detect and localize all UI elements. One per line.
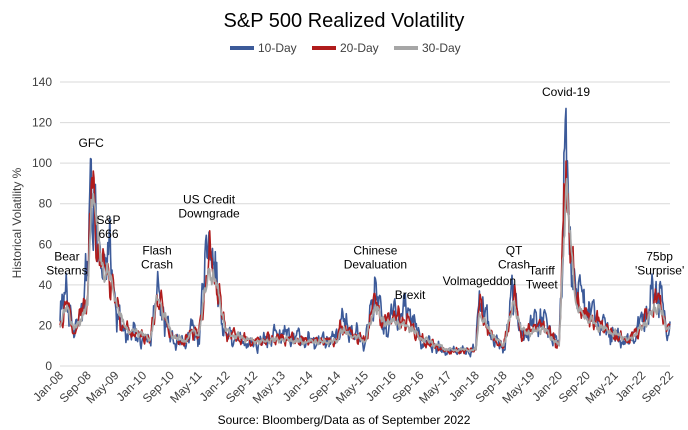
series-line-30-day <box>59 177 671 353</box>
gridlines <box>60 81 670 367</box>
annotation-label: GFC <box>79 136 105 150</box>
annotation-label: Brexit <box>395 288 426 302</box>
annotation-label: Chinese Devaluation <box>344 243 407 271</box>
annotation-label: Tariff Tweet <box>526 264 559 292</box>
y-tick-label: 0 <box>45 359 52 373</box>
x-tick-label: Sep-22 <box>639 368 676 405</box>
series-lines <box>59 107 671 358</box>
source-note: Source: Bloomberg/Data as of September 2… <box>218 413 471 427</box>
legend-item: 30-Day <box>394 41 461 55</box>
x-tick-label: May-11 <box>167 368 205 406</box>
annotation-label: S&P 666 <box>97 213 121 241</box>
y-tick-label: 100 <box>32 156 52 170</box>
y-axis-ticks: 0 20 40 60 80 100 120 140 <box>32 75 52 373</box>
chart-title: S&P 500 Realized Volatility <box>224 10 465 32</box>
y-tick-label: 40 <box>39 278 53 292</box>
annotation-label: US Credit Downgrade <box>178 193 240 221</box>
legend-label: 10-Day <box>258 41 297 55</box>
legend-item: 10-Day <box>230 41 297 55</box>
y-tick-label: 20 <box>39 318 53 332</box>
legend-item: 20-Day <box>312 41 379 55</box>
y-tick-label: 60 <box>39 237 53 251</box>
annotation-label: Volmageddon <box>443 274 516 288</box>
annotation-label: 75bp 'Surprise' <box>635 250 684 278</box>
y-axis-label: Historical Volatility % <box>10 167 24 278</box>
y-tick-label: 140 <box>32 75 52 89</box>
annotation-label: Bear Stearns <box>46 250 87 278</box>
annotation-label: QT Crash <box>498 243 530 271</box>
annotation-label: Covid-19 <box>542 85 590 99</box>
legend-label: 30-Day <box>422 41 461 55</box>
legend: 10-Day 20-Day 30-Day <box>230 41 461 55</box>
y-tick-label: 120 <box>32 116 52 130</box>
legend-label: 20-Day <box>340 41 379 55</box>
x-axis-ticks: Jan-08Sep-08May-09Jan-10Sep-10May-11Jan-… <box>30 368 676 406</box>
annotation-label: Flash Crash <box>141 243 173 271</box>
y-tick-label: 80 <box>39 197 53 211</box>
